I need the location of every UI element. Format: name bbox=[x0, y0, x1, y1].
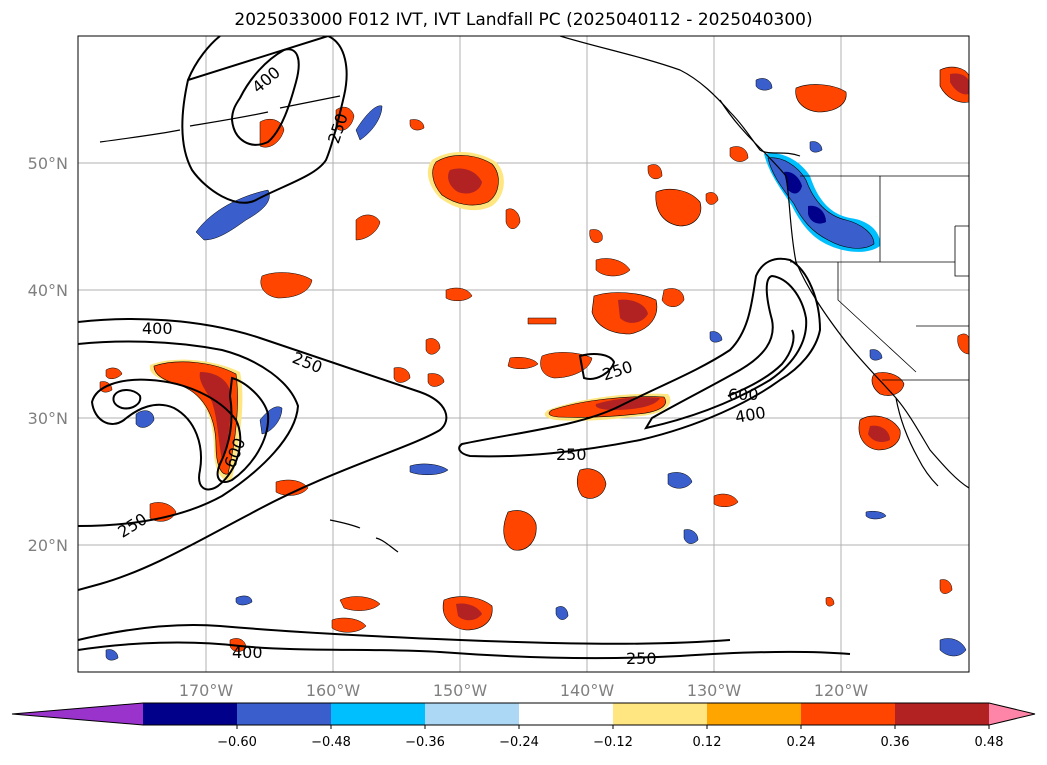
contour-250-central bbox=[458, 257, 822, 458]
lat-label: 30°N bbox=[28, 409, 68, 428]
longitude-labels: 170°W 160°W 150°W 140°W 130°W 120°W bbox=[179, 681, 869, 700]
positive-anomaly-patches bbox=[99, 66, 969, 652]
contour-label: 400 bbox=[232, 643, 263, 662]
anomaly-patch-northeast bbox=[655, 66, 969, 227]
contour-label: 400 bbox=[142, 319, 173, 338]
contour-250-central-small bbox=[578, 353, 616, 380]
colorbar-segment bbox=[425, 703, 520, 725]
colorbar-tick-label: −0.24 bbox=[499, 735, 539, 750]
coast-hawaii bbox=[329, 519, 399, 553]
contour-600-central bbox=[727, 329, 795, 397]
anomaly-patch-north-pacific bbox=[427, 151, 504, 211]
colorbar-tick-label: −0.12 bbox=[593, 735, 633, 750]
contour-inner-west-2 bbox=[216, 376, 270, 483]
colorbar-tick-label: −0.60 bbox=[217, 735, 257, 750]
lat-label: 20°N bbox=[28, 536, 68, 555]
contour-400-west bbox=[78, 340, 300, 527]
anomaly-patch-pacific-northwest bbox=[764, 153, 881, 252]
anomaly-patch-south bbox=[442, 468, 607, 631]
colorbar-extend-high bbox=[989, 703, 1035, 725]
coast-us-west bbox=[785, 175, 969, 489]
lon-label: 170°W bbox=[179, 681, 234, 700]
anomaly-patch-mid-east bbox=[591, 292, 658, 335]
coast-british-columbia bbox=[719, 99, 787, 177]
contour-600-west bbox=[90, 378, 242, 491]
colorbar-extend-low bbox=[12, 703, 143, 725]
anomaly-patch-misc bbox=[99, 106, 969, 652]
colorbar-outline bbox=[11, 702, 1036, 726]
contour-250-south bbox=[78, 623, 731, 645]
contour-250-north bbox=[181, 36, 348, 204]
map-background bbox=[78, 36, 969, 672]
colorbar-segment bbox=[237, 703, 332, 725]
colorbar-segment bbox=[331, 703, 426, 725]
coast-baja bbox=[895, 397, 939, 487]
colorbar-segment bbox=[613, 703, 708, 725]
lon-label: 160°W bbox=[306, 681, 361, 700]
lon-label: 140°W bbox=[560, 681, 615, 700]
map-title: 2025033000 F012 IVT, IVT Landfall PC (20… bbox=[234, 10, 813, 30]
coastlines bbox=[99, 36, 969, 553]
map-frame bbox=[77, 35, 970, 673]
colorbar-tick-label: 0.36 bbox=[881, 735, 910, 750]
contour-label: 250 bbox=[626, 649, 657, 668]
political-borders bbox=[790, 175, 969, 381]
anomaly-patch-baja bbox=[858, 372, 905, 451]
lon-label: 130°W bbox=[687, 681, 742, 700]
colorbar-tick-label: 0.12 bbox=[693, 735, 722, 750]
lat-label: 40°N bbox=[28, 281, 68, 300]
contour-400-central bbox=[643, 274, 808, 430]
colorbar-segment bbox=[707, 703, 802, 725]
contour-400-south bbox=[78, 641, 851, 660]
colorbar: −0.60 −0.48 −0.36 −0.24 −0.12 0.12 0.24 0.36 0.4… bbox=[11, 702, 1036, 750]
colorbar-segment bbox=[143, 703, 238, 725]
anomaly-patch-central-jet bbox=[544, 393, 671, 421]
colorbar-segment bbox=[895, 703, 990, 725]
colorbar-tick-label: 0.24 bbox=[787, 735, 816, 750]
lon-label: 120°W bbox=[814, 681, 869, 700]
colorbar-segment bbox=[801, 703, 896, 725]
lon-label: 150°W bbox=[433, 681, 488, 700]
colorbar-tick-label: −0.36 bbox=[405, 735, 445, 750]
coast-aleutians bbox=[99, 95, 341, 143]
colorbar-tick-label: −0.48 bbox=[311, 735, 351, 750]
colorbar-tick-label: 0.48 bbox=[975, 735, 1004, 750]
contour-inner-west bbox=[112, 389, 142, 410]
lat-label: 50°N bbox=[28, 154, 68, 173]
contour-label: 250 bbox=[556, 445, 587, 464]
contour-label: 600 bbox=[728, 385, 759, 404]
contour-250-west bbox=[78, 318, 448, 591]
latitude-labels: 50°N 40°N 30°N 20°N bbox=[28, 154, 68, 555]
colorbar-segment bbox=[519, 703, 614, 725]
